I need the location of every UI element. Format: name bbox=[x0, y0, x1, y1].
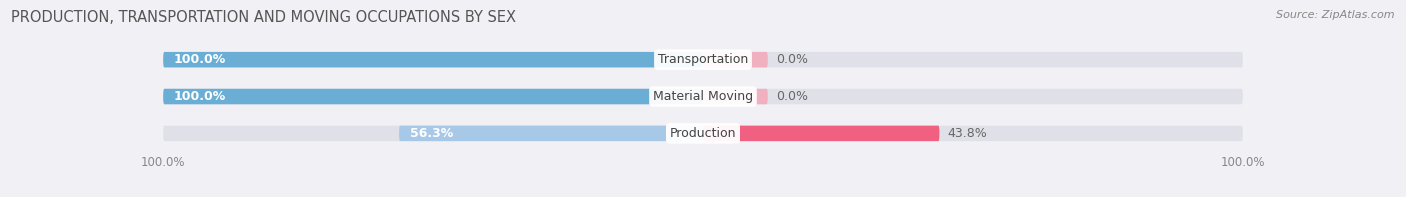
Text: 43.8%: 43.8% bbox=[948, 127, 987, 140]
Text: Transportation: Transportation bbox=[658, 53, 748, 66]
Text: 56.3%: 56.3% bbox=[411, 127, 453, 140]
FancyBboxPatch shape bbox=[703, 89, 768, 104]
FancyBboxPatch shape bbox=[163, 52, 703, 67]
Text: Production: Production bbox=[669, 127, 737, 140]
Text: 0.0%: 0.0% bbox=[776, 53, 808, 66]
FancyBboxPatch shape bbox=[163, 89, 1243, 104]
FancyBboxPatch shape bbox=[163, 126, 1243, 141]
FancyBboxPatch shape bbox=[703, 126, 939, 141]
FancyBboxPatch shape bbox=[163, 52, 1243, 67]
FancyBboxPatch shape bbox=[703, 52, 768, 67]
FancyBboxPatch shape bbox=[163, 89, 703, 104]
Text: PRODUCTION, TRANSPORTATION AND MOVING OCCUPATIONS BY SEX: PRODUCTION, TRANSPORTATION AND MOVING OC… bbox=[11, 10, 516, 25]
Text: Material Moving: Material Moving bbox=[652, 90, 754, 103]
Legend: Male, Female: Male, Female bbox=[634, 195, 772, 197]
Text: 100.0%: 100.0% bbox=[174, 90, 226, 103]
FancyBboxPatch shape bbox=[399, 126, 703, 141]
Text: Source: ZipAtlas.com: Source: ZipAtlas.com bbox=[1277, 10, 1395, 20]
Text: 100.0%: 100.0% bbox=[174, 53, 226, 66]
Text: 0.0%: 0.0% bbox=[776, 90, 808, 103]
